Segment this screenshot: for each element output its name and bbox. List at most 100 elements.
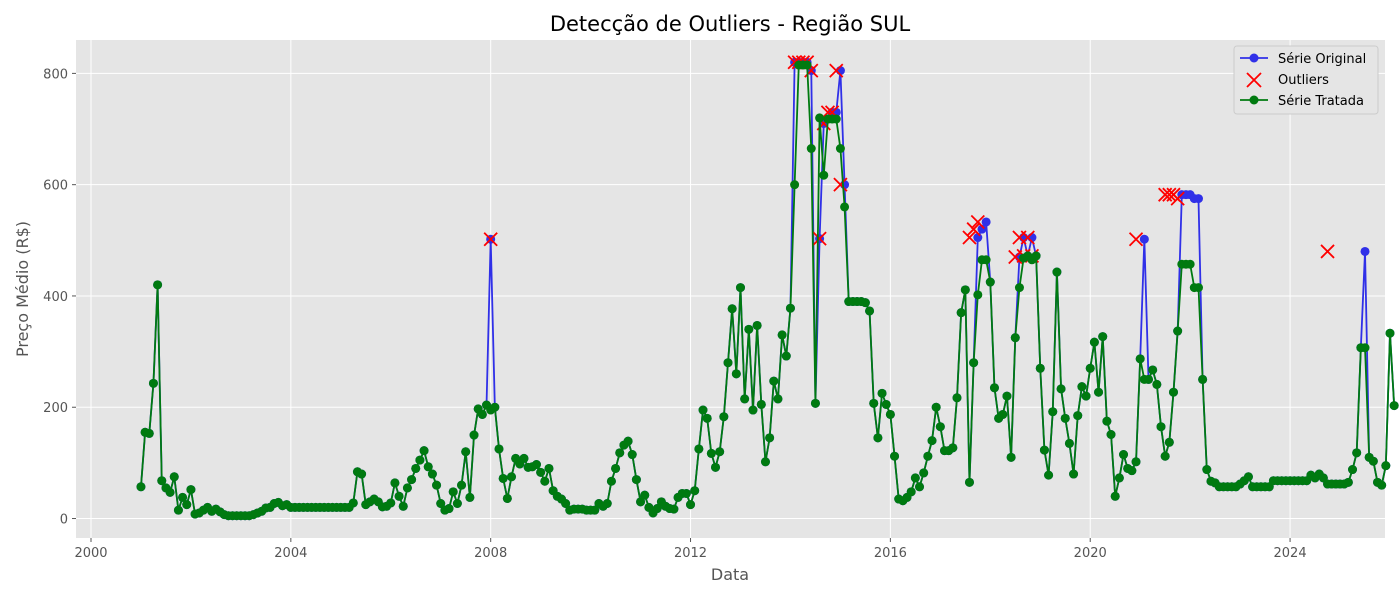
treated-point bbox=[444, 504, 454, 514]
treated-point bbox=[752, 320, 762, 330]
treated-point bbox=[1098, 332, 1108, 342]
treated-point bbox=[415, 455, 425, 465]
legend-outlier-label: Outliers bbox=[1278, 73, 1329, 88]
treated-point bbox=[919, 468, 929, 478]
treated-point bbox=[1089, 337, 1099, 347]
treated-point bbox=[1131, 457, 1141, 467]
outlier-marker bbox=[1320, 244, 1335, 259]
treated-point bbox=[507, 472, 517, 482]
treated-point bbox=[178, 492, 188, 502]
treated-point bbox=[1148, 365, 1158, 375]
legend-outlier-marker bbox=[1246, 72, 1262, 88]
treated-point bbox=[540, 476, 550, 486]
treated-point bbox=[715, 447, 725, 457]
treated-point bbox=[1060, 413, 1070, 423]
outlier-marker bbox=[1128, 232, 1144, 247]
original-point bbox=[1139, 234, 1149, 244]
treated-point bbox=[890, 451, 900, 461]
treated-point bbox=[1385, 328, 1395, 338]
treated-point bbox=[448, 487, 458, 497]
treated-point bbox=[1144, 374, 1154, 384]
treated-point bbox=[1035, 363, 1045, 373]
treated-point bbox=[1014, 283, 1024, 293]
treated-point bbox=[1052, 267, 1062, 277]
treated-point bbox=[1164, 437, 1174, 447]
treated-point bbox=[502, 493, 512, 503]
x-tick-label: 2000 bbox=[74, 546, 107, 561]
treated-point bbox=[1114, 473, 1124, 483]
treated-point bbox=[615, 448, 625, 458]
treated-point bbox=[169, 472, 179, 482]
treated-point bbox=[731, 369, 741, 379]
treated-point bbox=[1173, 326, 1183, 336]
treated-point bbox=[1343, 477, 1353, 487]
treated-point bbox=[1368, 456, 1378, 466]
treated-point bbox=[1044, 470, 1054, 480]
treated-point bbox=[394, 491, 404, 501]
x-tick-label: 2016 bbox=[874, 546, 907, 561]
treated-point bbox=[1193, 283, 1203, 293]
y-tick-label: 200 bbox=[43, 401, 68, 416]
legend-treated-label: Série Tratada bbox=[1278, 94, 1364, 109]
treated-point bbox=[815, 113, 825, 123]
treated-point bbox=[590, 505, 600, 515]
treated-point bbox=[1381, 461, 1391, 471]
treated-point bbox=[781, 351, 791, 361]
treated-point bbox=[910, 473, 920, 483]
original-point bbox=[1360, 246, 1370, 256]
treated-point bbox=[819, 170, 829, 180]
outlier-marker bbox=[970, 214, 985, 230]
treated-point bbox=[519, 453, 529, 463]
treated-point bbox=[627, 450, 637, 460]
treated-point bbox=[802, 60, 812, 70]
treated-point bbox=[1202, 465, 1212, 475]
treated-point bbox=[785, 303, 795, 313]
treated-point bbox=[931, 402, 941, 412]
treated-point bbox=[865, 306, 875, 316]
treated-point bbox=[157, 476, 167, 486]
original-point bbox=[981, 217, 991, 227]
legend-original-label: Série Original bbox=[1278, 52, 1366, 67]
treated-point bbox=[457, 480, 467, 490]
treated-point bbox=[494, 444, 504, 454]
treated-point bbox=[148, 378, 158, 388]
treated-point bbox=[860, 298, 870, 308]
treated-point bbox=[1110, 491, 1120, 501]
treated-point bbox=[536, 467, 546, 477]
treated-point bbox=[681, 488, 691, 498]
treated-point bbox=[402, 483, 412, 493]
treated-point bbox=[1160, 451, 1170, 461]
treated-point bbox=[1377, 480, 1387, 490]
y-axis-ticks: 0 200 400 600 800 bbox=[43, 67, 76, 528]
treated-point bbox=[182, 500, 192, 510]
x-tick-label: 2008 bbox=[474, 546, 507, 561]
treated-point bbox=[1352, 448, 1362, 458]
treated-point bbox=[411, 463, 421, 473]
treated-point bbox=[606, 476, 616, 486]
treated-point bbox=[748, 405, 758, 415]
treated-point bbox=[386, 498, 396, 508]
legend-original-marker bbox=[1249, 53, 1259, 63]
treated-point bbox=[1064, 438, 1074, 448]
treated-point bbox=[744, 324, 754, 334]
original-point bbox=[977, 224, 987, 234]
series-treated bbox=[136, 60, 1399, 521]
treated-point bbox=[969, 358, 979, 368]
treated-point bbox=[611, 463, 621, 473]
plot-area bbox=[76, 40, 1385, 538]
y-tick-label: 0 bbox=[60, 513, 68, 528]
treated-point bbox=[465, 492, 475, 502]
treated-point bbox=[1389, 401, 1399, 411]
treated-point bbox=[831, 114, 841, 124]
treated-point bbox=[461, 447, 471, 457]
y-tick-label: 400 bbox=[43, 290, 68, 305]
treated-point bbox=[873, 433, 883, 443]
treated-point bbox=[1094, 387, 1104, 397]
treated-point bbox=[989, 383, 999, 393]
x-axis-label: Data bbox=[711, 565, 749, 584]
original-point bbox=[1193, 194, 1203, 204]
treated-point bbox=[740, 394, 750, 404]
treated-point bbox=[690, 486, 700, 496]
treated-point bbox=[1156, 422, 1166, 432]
